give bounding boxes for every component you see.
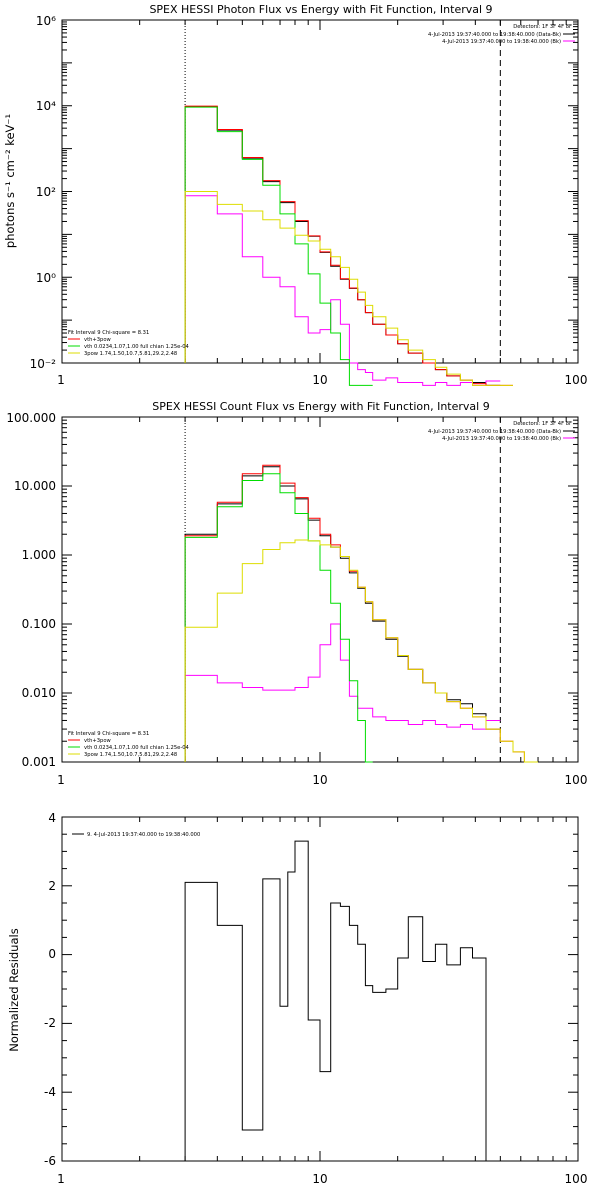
series-line-4-jul-2013-19-37-40-000-to-19-38-40-000-bk (184, 195, 501, 386)
photon-xtick-1: 1 (57, 373, 65, 387)
count-xtick-100: 100 (565, 773, 588, 787)
series-line-vth (184, 106, 373, 386)
count-legend-top: Detectors: 1F 3F 4F 8F 4-Jul-2013 19:37:… (428, 421, 575, 442)
count-xtick-1: 1 (57, 773, 65, 787)
series-line-4-jul-2013-19-37-40-000-to-19-38-40-000-data-bk (184, 466, 501, 762)
count-tick-marks (61, 417, 578, 763)
residuals-ytick-m4: -4 (44, 1085, 56, 1099)
photon-xtick-100: 100 (565, 373, 588, 387)
residuals-xtick-1: 1 (57, 1172, 65, 1186)
series-line-9-4-jul-2013-19-37-40-000-to-19-38-40-000 (184, 840, 487, 1161)
residuals-ytick-4: 4 (48, 811, 56, 825)
count-ytick-1000: 1.000 (22, 548, 56, 562)
count-ytick-100000: 100.000 (6, 411, 56, 425)
photon-legend-data: 4-Jul-2013 19:37:40.000 to 19:38:40.000 … (428, 32, 561, 38)
photon-ytick-1e-2: 10⁻² (30, 357, 57, 371)
photon-panel-ylabel: photons s⁻¹ cm⁻² keV⁻¹ (3, 114, 17, 248)
count-series-group (184, 464, 538, 763)
residuals-xtick-100: 100 (565, 1172, 588, 1186)
count-legend-bk: 4-Jul-2013 19:37:40.000 to 19:38:40.000 … (442, 436, 561, 442)
photon-legend-vth: vth 0.0234,1.07,1.00 full chian 1.25e-04 (84, 344, 189, 350)
series-line-4-jul-2013-19-37-40-000-to-19-38-40-000-data-bk (184, 106, 501, 386)
series-line-vth-3pow (184, 464, 538, 763)
series-line-3pow (184, 539, 538, 763)
photon-legend-fit: Fit Interval 9 Chi-square = 8.31 (68, 330, 149, 336)
count-ytick-0001: 0.001 (22, 755, 56, 769)
count-legend-vth: vth 0.0234,1.07,1.00 full chian 1.25e-04 (84, 745, 189, 751)
count-legend-fit: Fit Interval 9 Chi-square = 8.31 (68, 731, 149, 737)
count-ytick-0010: 0.010 (22, 686, 56, 700)
residuals-ytick-m2: -2 (44, 1016, 56, 1030)
count-legend-total: vth+3pow (84, 738, 112, 744)
count-legend-data: 4-Jul-2013 19:37:40.000 to 19:38:40.000 … (428, 429, 561, 435)
count-panel-title: SPEX HESSI Count Flux vs Energy with Fit… (152, 400, 489, 413)
photon-xtick-10: 10 (312, 373, 327, 387)
residuals-plot-frame (61, 816, 579, 1162)
count-ytick-10000: 10.000 (14, 479, 56, 493)
residuals-ytick-2: 2 (48, 879, 56, 893)
photon-ytick-1e0: 10⁰ (36, 271, 56, 285)
count-legend-3pow: 3pow 1.74,1.50,10.7,5.81,29.2,2.48 (84, 752, 177, 758)
photon-ytick-1e4: 10⁴ (36, 99, 56, 113)
count-xtick-10: 10 (312, 773, 327, 787)
residuals-ytick-0: 0 (48, 947, 56, 961)
residuals-ylabel: Normalized Residuals (7, 928, 21, 1051)
series-line-4-jul-2013-19-37-40-000-to-19-38-40-000-bk (184, 623, 501, 762)
photon-tick-marks (61, 20, 578, 364)
photon-series-group (184, 105, 513, 386)
series-line-3pow (184, 191, 513, 386)
residuals-ytick-m6: -6 (44, 1154, 56, 1168)
count-ytick-0100: 0.100 (22, 617, 56, 631)
count-flux-panel: SPEX HESSI Count Flux vs Energy with Fit… (6, 400, 587, 787)
photon-legend-top: Detectors: 1F 3F 4F 8F 4-Jul-2013 19:37:… (428, 24, 575, 45)
photon-legend-bk: 4-Jul-2013 19:37:40.000 to 19:38:40.000 … (442, 39, 561, 45)
series-line-vth (184, 473, 373, 763)
photon-legend-detectors: Detectors: 1F 3F 4F 8F (513, 24, 572, 30)
photon-panel-title: SPEX HESSI Photon Flux vs Energy with Fi… (149, 3, 492, 16)
residuals-xtick-10: 10 (312, 1172, 327, 1186)
count-legend-detectors: Detectors: 1F 3F 4F 8F (513, 421, 572, 427)
residuals-legend: 9. 4-Jul-2013 19:37:40.000 to 19:38:40.0… (72, 832, 200, 838)
residuals-legend-label: 9. 4-Jul-2013 19:37:40.000 to 19:38:40.0… (87, 832, 200, 838)
photon-legend-bottom: Fit Interval 9 Chi-square = 8.31 vth+3po… (68, 330, 189, 357)
photon-flux-panel: SPEX HESSI Photon Flux vs Energy with Fi… (3, 3, 587, 387)
series-line-vth-3pow (184, 105, 513, 386)
residuals-panel: Normalized Residuals 1 10 100 -6 -4 -2 0… (7, 811, 587, 1186)
residuals-tick-marks (61, 816, 578, 1162)
photon-legend-total: vth+3pow (84, 337, 112, 343)
residuals-series-group (184, 840, 487, 1161)
photon-ytick-1e6: 10⁶ (36, 14, 56, 28)
count-legend-bottom: Fit Interval 9 Chi-square = 8.31 vth+3po… (68, 731, 189, 758)
photon-ytick-1e2: 10² (36, 185, 56, 199)
photon-legend-3pow: 3pow 1.74,1.50,10.7,5.81,29.2,2.48 (84, 351, 177, 357)
